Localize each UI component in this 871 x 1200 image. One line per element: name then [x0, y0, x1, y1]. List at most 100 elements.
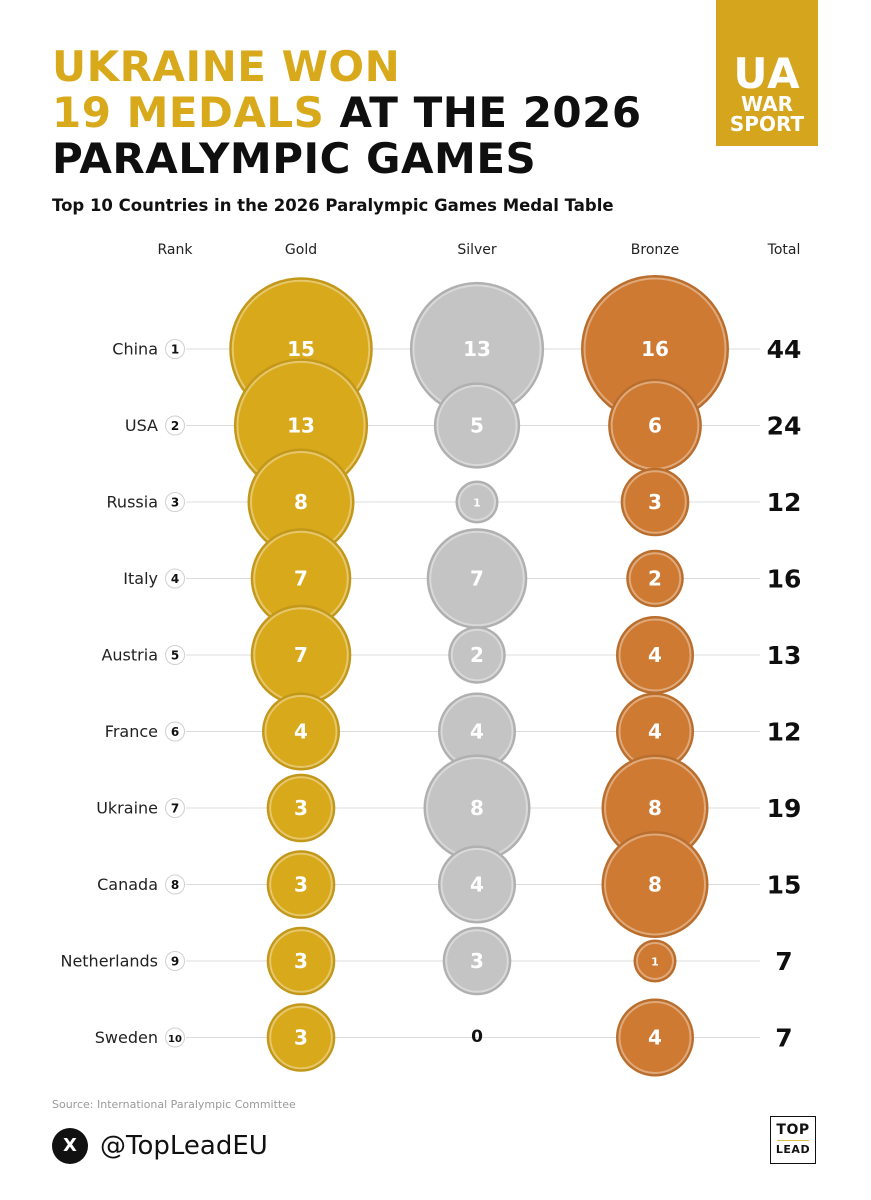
- gold-bubble-face: [264, 695, 338, 768]
- gold-value-label: 13: [287, 414, 315, 438]
- headline-line-2-rest: AT THE 2026: [324, 88, 642, 137]
- rank-badge: [165, 568, 185, 589]
- bronze-value-label: 8: [648, 873, 662, 897]
- rank-badge: [165, 1027, 185, 1048]
- headline: UKRAINE WON 19 MEDALS AT THE 2026 PARALY…: [52, 44, 642, 182]
- bronze-value-label: 4: [648, 1026, 662, 1050]
- rank-badge: [165, 339, 185, 359]
- bronze-bubble-face: [636, 942, 674, 980]
- rank-badge: [165, 951, 185, 971]
- rank-label: 2: [171, 419, 179, 433]
- rank-label: 3: [171, 496, 179, 510]
- rank-label: 6: [171, 725, 179, 739]
- gold-value-label: 3: [294, 949, 308, 973]
- column-header-bronze: Bronze: [630, 242, 680, 258]
- social-handle: @TopLeadEU: [100, 1131, 268, 1161]
- country-label: Italy: [123, 569, 158, 588]
- bronze-bubble-face: [618, 618, 692, 692]
- toplead-logo: TOP LEAD: [770, 1116, 816, 1164]
- column-header-silver: Silver: [457, 242, 497, 258]
- gold-bubble-face: [269, 852, 333, 917]
- rank-label: 10: [168, 1034, 182, 1045]
- country-label: Canada: [97, 875, 158, 894]
- rank-badge: [165, 721, 185, 742]
- bronze-value-label: 16: [641, 337, 669, 361]
- headline-line-2: 19 MEDALS AT THE 2026: [52, 90, 642, 136]
- country-label: Austria: [101, 646, 158, 665]
- rank-label: 8: [171, 878, 179, 892]
- headline-line-3: PARALYMPIC GAMES: [52, 134, 537, 183]
- bronze-bubble-face: [618, 1001, 692, 1074]
- bronze-bubble-face: [628, 552, 682, 605]
- column-header-gold: Gold: [284, 242, 318, 258]
- silver-bubble-face: [429, 530, 525, 627]
- total-value-label: 12: [767, 488, 802, 517]
- bronze-value-label: 6: [648, 414, 662, 438]
- country-label: Sweden: [95, 1028, 158, 1047]
- gold-value-label: 3: [294, 873, 308, 897]
- bronze-value-label: 4: [648, 643, 662, 667]
- bronze-value-label: 8: [648, 796, 662, 820]
- column-header-total: Total: [767, 242, 801, 258]
- column-header-rank: Rank: [157, 242, 193, 258]
- gold-bubble-face: [269, 929, 333, 993]
- silver-value-label: 4: [470, 873, 484, 897]
- country-label: Ukraine: [96, 799, 158, 818]
- country-label: France: [105, 722, 158, 741]
- rank-label: 1: [171, 343, 179, 357]
- logo-line-2: WAR: [740, 92, 794, 116]
- total-value-label: 13: [767, 641, 802, 670]
- country-label: Netherlands: [60, 952, 158, 971]
- total-value-label: 16: [767, 565, 802, 594]
- bronze-value-label: 2: [648, 567, 662, 591]
- silver-value-label: 8: [470, 796, 484, 820]
- bronze-bubble-face: [623, 470, 687, 534]
- rank-badge: [165, 415, 185, 436]
- source-note: Source: International Paralympic Committ…: [52, 1098, 296, 1111]
- country-label: Russia: [107, 493, 158, 512]
- total-value-label: 12: [767, 718, 802, 747]
- medal-bubbles: [229, 275, 729, 1077]
- total-value-label: 19: [767, 794, 802, 823]
- silver-value-label: 3: [470, 949, 484, 973]
- bronze-value-label: 3: [648, 490, 662, 514]
- headline-highlight: 19 MEDALS: [52, 88, 325, 137]
- gold-bubble-face: [269, 1005, 333, 1070]
- silver-value-label: 2: [470, 643, 484, 667]
- bronze-value-label: 4: [648, 720, 662, 744]
- gold-value-label: 4: [294, 720, 308, 744]
- gold-value-label: 8: [294, 490, 308, 514]
- ua-war-sport-logo: UA WAR SPORT: [716, 0, 818, 146]
- rank-badge: [165, 645, 185, 665]
- rank-badge: [165, 492, 185, 512]
- logo-line-1: UA: [733, 49, 801, 98]
- silver-bubble-face: [436, 384, 518, 467]
- rank-label: 7: [171, 802, 179, 816]
- total-value-label: 24: [767, 412, 802, 441]
- toplead-logo-divider: [777, 1140, 809, 1141]
- total-value-label: 7: [775, 947, 792, 976]
- total-value-label: 15: [767, 871, 802, 900]
- country-label: USA: [125, 416, 158, 435]
- total-value-label: 44: [767, 335, 802, 364]
- silver-value-label: 7: [470, 567, 484, 591]
- bronze-value-label: 1: [651, 956, 659, 969]
- chart-title: Top 10 Countries in the 2026 Paralympic …: [52, 196, 614, 215]
- rank-label: 5: [171, 649, 179, 663]
- headline-line-1-text: UKRAINE WON: [52, 42, 401, 91]
- silver-value-label: 5: [470, 414, 484, 438]
- rank-badge: [165, 798, 185, 818]
- silver-value-label: 0: [471, 1027, 483, 1047]
- gold-value-label: 3: [294, 796, 308, 820]
- x-logo-icon: X: [52, 1128, 88, 1164]
- rank-label: 9: [171, 955, 179, 969]
- logo-line-3: SPORT: [729, 112, 805, 136]
- country-label: China: [112, 340, 158, 359]
- silver-bubble-face: [450, 628, 504, 682]
- rank-badge: [165, 874, 185, 895]
- toplead-logo-bottom: LEAD: [775, 1143, 811, 1156]
- gold-value-label: 7: [294, 643, 308, 667]
- silver-value-label: 4: [470, 720, 484, 744]
